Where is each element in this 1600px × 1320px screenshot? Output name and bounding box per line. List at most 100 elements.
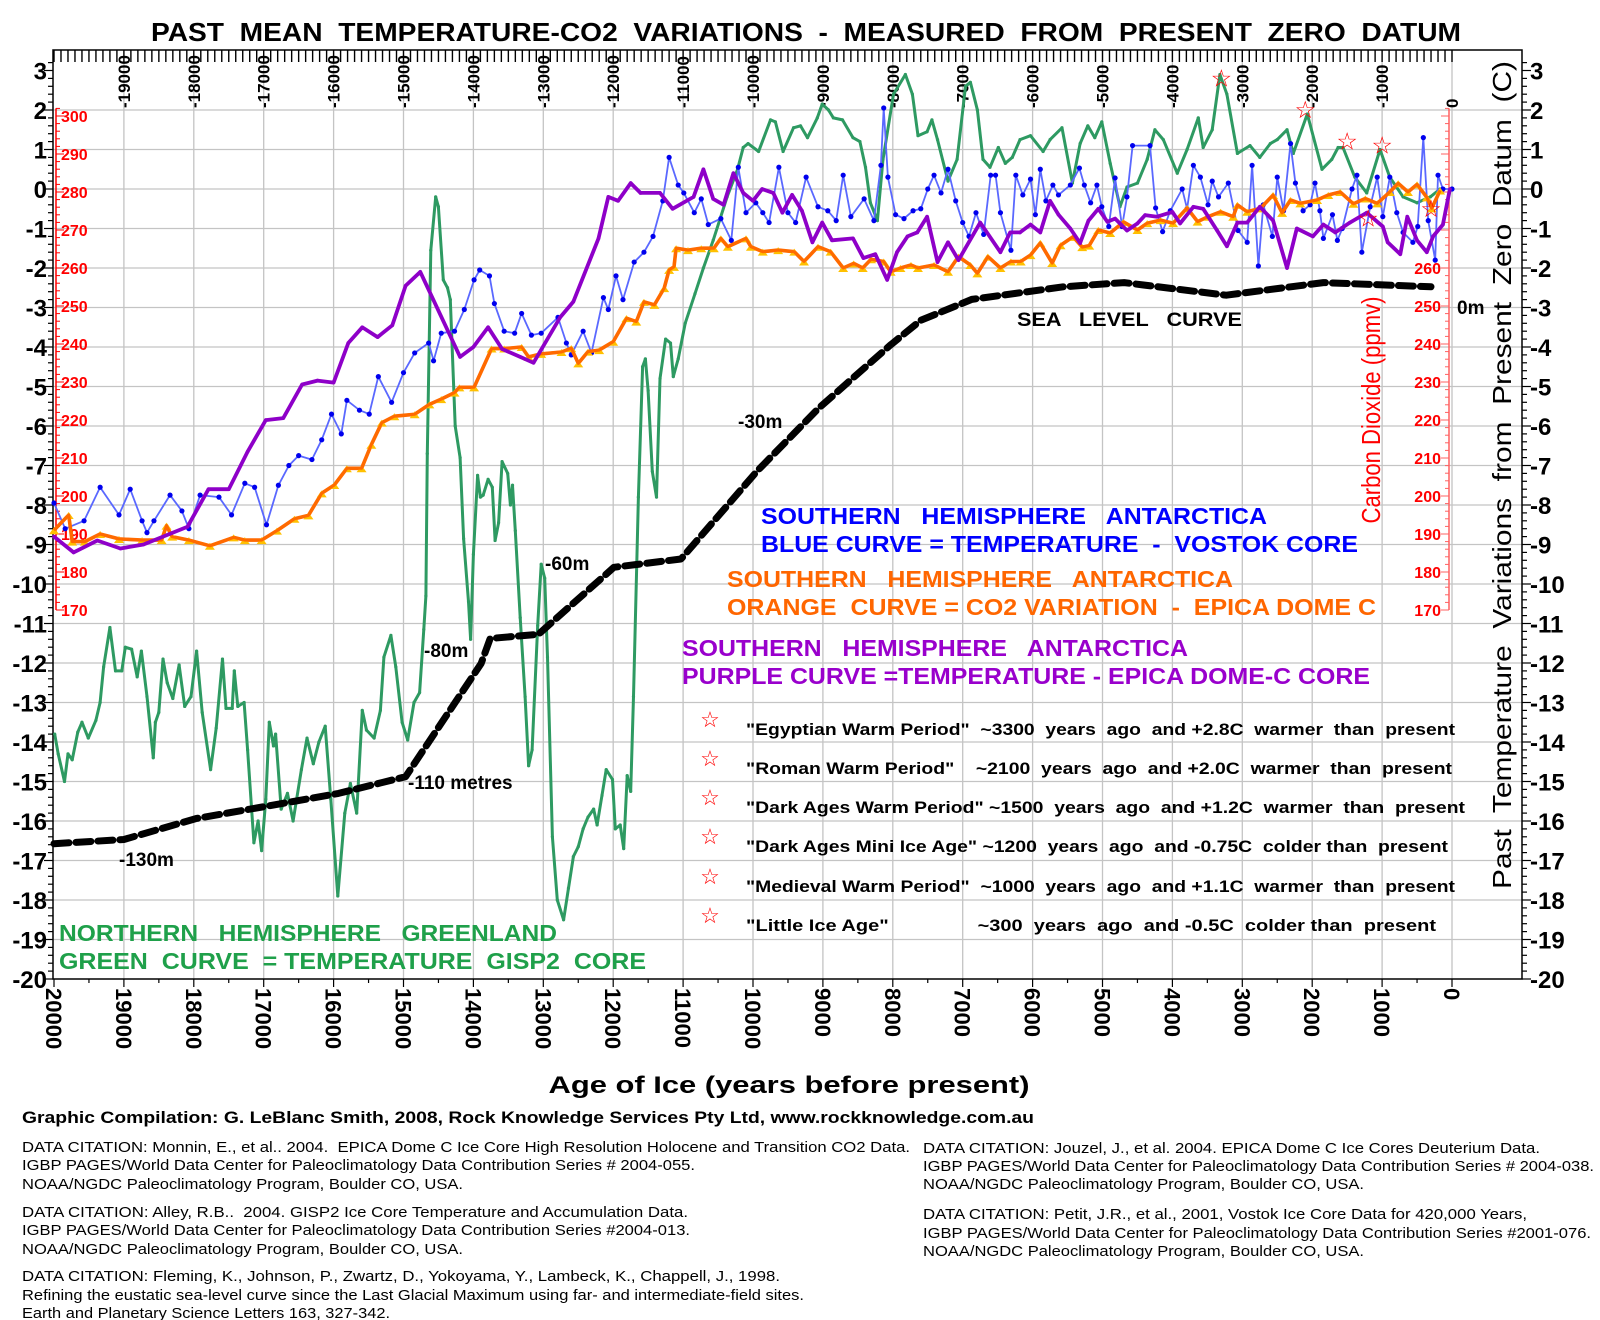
citation-line: DATA CITATION: Jouzel, J., et al. 2004. … bbox=[923, 1140, 1540, 1157]
y-tick-label-right: -10 bbox=[1530, 572, 1565, 599]
green-data-point bbox=[1196, 116, 1200, 120]
blue-data-point bbox=[666, 154, 672, 160]
purple-data-point bbox=[820, 220, 825, 225]
event-row: "Dark Ages Mini Ice Age" ~1200 years ago… bbox=[746, 837, 1448, 856]
blue-data-point bbox=[1190, 162, 1196, 168]
green-data-point bbox=[424, 594, 428, 598]
blue-data-point bbox=[1209, 178, 1215, 184]
green-data-point bbox=[469, 637, 473, 641]
citation-line: Earth and Planetary Science Letters 163,… bbox=[22, 1305, 390, 1320]
y-tick-label-left: -1 bbox=[26, 217, 47, 244]
purple-data-point bbox=[1245, 220, 1249, 225]
green-data-point bbox=[412, 700, 416, 705]
blue-data-point bbox=[563, 340, 569, 346]
y-tick-label-left: -9 bbox=[26, 533, 47, 560]
green-data-point bbox=[256, 819, 260, 823]
blue-data-point bbox=[620, 297, 626, 303]
y-tick-label-right: -18 bbox=[1530, 888, 1565, 915]
purple-data-point bbox=[418, 270, 423, 274]
green-data-point bbox=[1028, 134, 1033, 138]
green-data-point bbox=[536, 623, 540, 628]
blue-data-point bbox=[1274, 174, 1280, 180]
green-data-point bbox=[1108, 161, 1112, 165]
purple-data-point bbox=[185, 524, 190, 529]
x-tick-label-top: -19000 bbox=[115, 55, 134, 108]
blue-data-point bbox=[1432, 257, 1438, 263]
purple-data-point bbox=[670, 206, 675, 211]
green-data-point bbox=[1048, 138, 1052, 142]
green-data-point bbox=[120, 669, 124, 673]
blue-data-point bbox=[1320, 235, 1326, 241]
citations-left: DATA CITATION: Monnin, E., et al.. 2004.… bbox=[22, 1139, 910, 1320]
purple-data-point bbox=[1078, 241, 1082, 245]
blue-data-point bbox=[910, 208, 916, 214]
purple-data-point bbox=[760, 187, 764, 191]
purple-data-point bbox=[1235, 220, 1240, 225]
x-tick-label-bottom: 4000 bbox=[1159, 988, 1184, 1037]
green-data-point bbox=[70, 758, 74, 762]
purple-data-point bbox=[206, 487, 211, 492]
blue-data-point bbox=[1425, 218, 1431, 224]
blue-data-point bbox=[1387, 174, 1393, 180]
purple-data-point bbox=[1201, 206, 1205, 211]
green-data-point bbox=[561, 918, 566, 922]
green-data-point bbox=[604, 768, 608, 772]
green-data-point bbox=[208, 768, 213, 772]
purple-data-point bbox=[978, 220, 982, 225]
x-tick-label-bottom: 12000 bbox=[600, 988, 625, 1049]
green-data-point bbox=[508, 503, 513, 507]
citation-line: NOAA/NGDC Paleoclimatology Program, Boul… bbox=[923, 1176, 1364, 1193]
blue-data-point bbox=[1394, 210, 1400, 216]
y-tick-label-left: -16 bbox=[12, 809, 47, 836]
green-data-point bbox=[840, 118, 845, 122]
green-data-point bbox=[631, 694, 636, 699]
green-data-point bbox=[636, 495, 640, 499]
purple-data-point bbox=[1311, 234, 1315, 239]
blue-data-point bbox=[938, 190, 944, 196]
green-data-point bbox=[434, 195, 438, 199]
blue-data-point bbox=[471, 277, 477, 283]
blue-data-point bbox=[735, 164, 741, 170]
green-data-point bbox=[66, 752, 70, 756]
co2-tick-label-left: 190 bbox=[61, 527, 88, 544]
blue-data-point bbox=[881, 105, 887, 111]
blue-data-point bbox=[1367, 204, 1373, 210]
blue-data-point bbox=[461, 306, 467, 313]
y-tick-label-right: -13 bbox=[1530, 691, 1565, 718]
blue-data-point bbox=[992, 172, 999, 178]
co2-tick-label-left: 200 bbox=[61, 489, 88, 506]
blue-data-point bbox=[263, 522, 270, 528]
blue-data-point bbox=[62, 526, 68, 532]
purple-data-point bbox=[1295, 226, 1299, 231]
green-data-point bbox=[214, 726, 218, 730]
sea-level-title: SEA LEVEL CURVE bbox=[1017, 310, 1242, 331]
x-tick-label-top: -17000 bbox=[255, 55, 274, 108]
purple-data-point bbox=[956, 258, 961, 262]
purple-data-point bbox=[245, 449, 250, 454]
purple-data-point bbox=[771, 191, 776, 195]
y-tick-label-right: -1 bbox=[1530, 217, 1551, 244]
legend-orange-line-1: SOUTHERN HEMISPHERE ANTARCTICA bbox=[727, 566, 1233, 592]
blue-data-point bbox=[988, 172, 994, 178]
purple-data-point bbox=[721, 203, 726, 207]
x-tick-label-top: -14000 bbox=[464, 55, 483, 108]
green-data-point bbox=[925, 130, 929, 134]
green-data-point bbox=[453, 424, 457, 428]
green-data-point bbox=[791, 126, 796, 130]
y-tick-label-left: -15 bbox=[12, 770, 47, 797]
purple-data-point bbox=[1068, 226, 1073, 231]
blue-data-point bbox=[430, 358, 437, 364]
blue-data-point bbox=[825, 208, 831, 214]
green-data-point bbox=[671, 375, 675, 379]
co2-tick-label-right: 220 bbox=[1414, 413, 1441, 430]
green-data-point bbox=[826, 108, 831, 112]
blue-data-point bbox=[605, 306, 611, 313]
blue-data-point bbox=[681, 190, 687, 196]
event-row: "Roman Warm Period" ~2100 years ago and … bbox=[746, 759, 1452, 778]
co2-tick-label-left: 240 bbox=[61, 337, 88, 354]
purple-data-point bbox=[658, 191, 662, 195]
blue-data-point bbox=[242, 480, 248, 486]
green-data-point bbox=[613, 827, 617, 831]
purple-data-point bbox=[1431, 234, 1435, 239]
